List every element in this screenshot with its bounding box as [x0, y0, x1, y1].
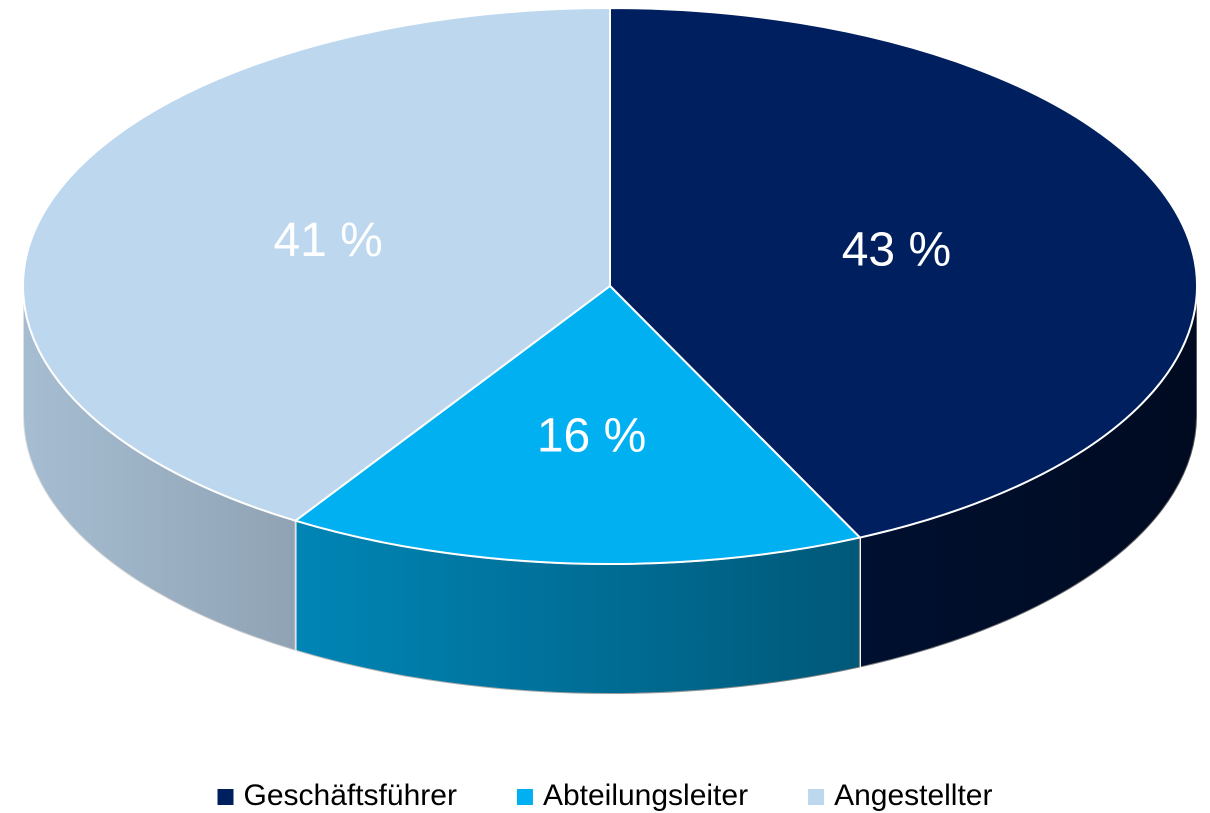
legend-label: Abteilungsleiter [543, 779, 748, 812]
legend-label: Geschäftsführer [244, 779, 457, 812]
legend-swatch [808, 789, 825, 805]
data-label: 41 % [273, 214, 382, 267]
legend-label: Angestellter [834, 779, 992, 812]
data-label: 43 % [842, 223, 951, 276]
data-label: 16 % [537, 409, 646, 462]
slice [22, 6, 611, 522]
slice-side-shade [295, 520, 860, 694]
pie-sides [22, 285, 1198, 695]
legend-swatch [217, 789, 234, 805]
slice-side-shade [859, 286, 1197, 668]
pie-tops [22, 6, 1198, 565]
legend-swatch [516, 789, 533, 805]
slice [609, 6, 1198, 539]
slice-side-shade [23, 286, 296, 651]
slice [293, 284, 862, 565]
data-labels: 43 % 16 % 41 % [273, 214, 951, 462]
legend: Geschäftsführer Abteilungsleiter Angestell… [217, 779, 993, 812]
